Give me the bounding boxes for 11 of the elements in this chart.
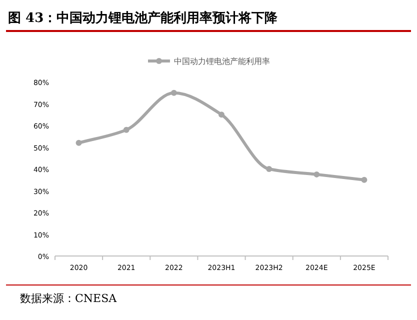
point xyxy=(170,90,177,96)
point xyxy=(123,126,130,133)
point xyxy=(314,171,320,178)
source-note: 数据来源：CNESA xyxy=(20,292,118,305)
legend-label: 中国动力锂电池产能利用率 xyxy=(174,57,270,66)
point xyxy=(266,166,272,172)
legend: 中国动力锂电池产能利用率 xyxy=(148,57,270,66)
chart-title: 图 43：中国动力锂电池产能利用率预计将下降 xyxy=(8,10,279,26)
point xyxy=(218,112,224,118)
point xyxy=(76,140,82,146)
point xyxy=(361,176,368,183)
